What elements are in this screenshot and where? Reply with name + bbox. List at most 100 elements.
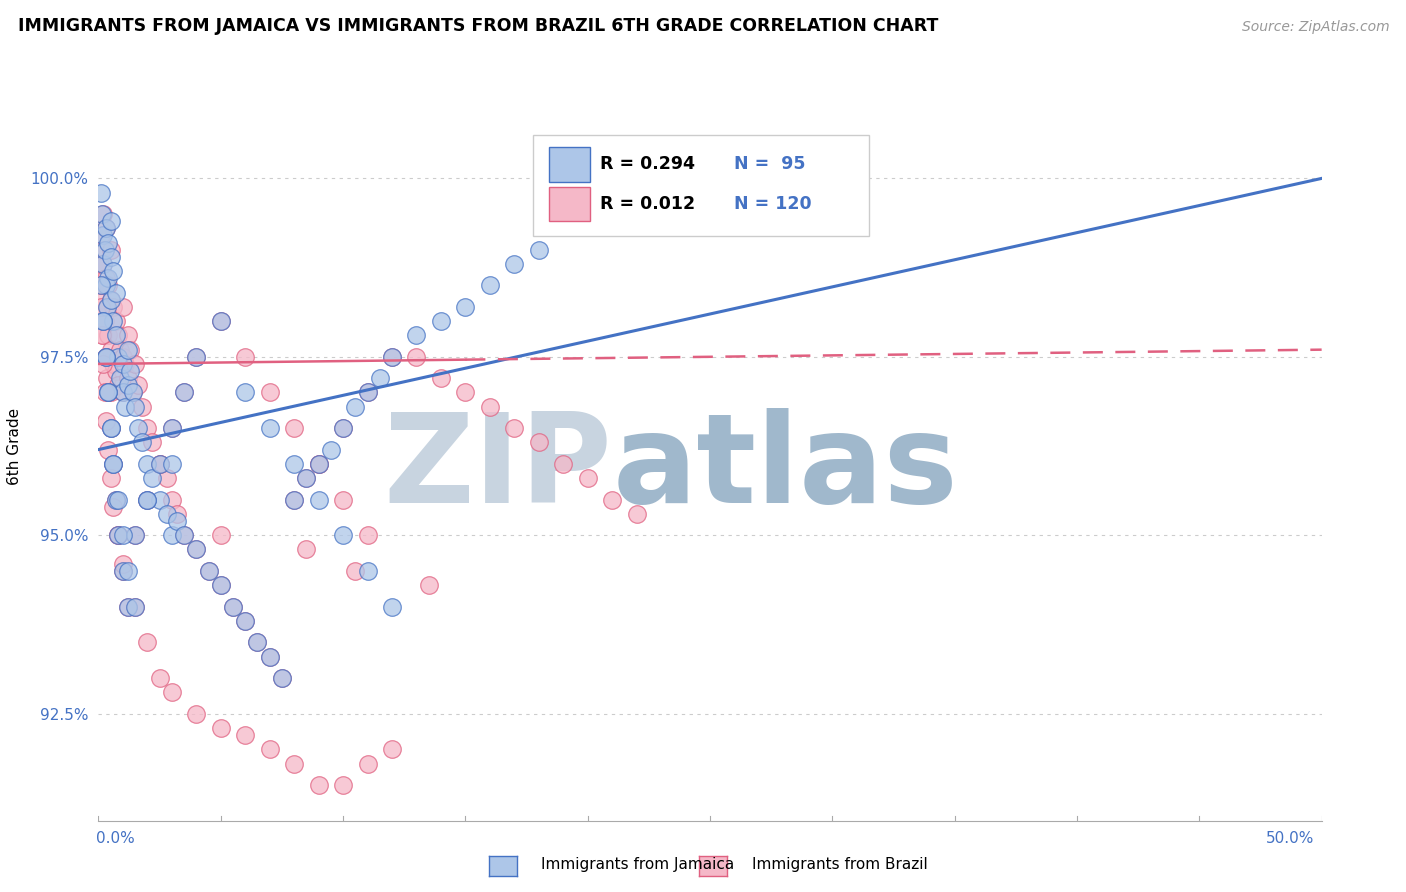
Point (101, 457, 124, 471)
Point (332, 421, 354, 435)
Point (405, 328, 427, 343)
Point (381, 350, 404, 364)
Point (149, 671, 172, 685)
Point (430, 371, 453, 385)
Point (283, 421, 305, 435)
Point (141, 435, 163, 450)
Point (332, 778, 354, 792)
Point (91, 243, 114, 257)
Text: Immigrants from Brazil: Immigrants from Brazil (752, 857, 928, 871)
Point (100, 293, 122, 307)
Point (107, 328, 129, 343)
Point (111, 385, 134, 400)
FancyBboxPatch shape (533, 135, 869, 236)
Point (97, 442, 120, 457)
Point (246, 635, 269, 649)
Point (110, 343, 132, 357)
Point (381, 742, 404, 756)
Point (93, 385, 115, 400)
Point (111, 385, 134, 400)
Point (94, 350, 117, 364)
Point (91, 357, 114, 371)
Point (94, 350, 117, 364)
Text: 50.0%: 50.0% (1267, 831, 1315, 846)
Point (94, 221, 117, 235)
Point (104, 328, 127, 343)
Point (160, 421, 183, 435)
Point (110, 371, 132, 385)
Point (478, 278, 501, 293)
Point (430, 314, 453, 328)
Point (111, 357, 134, 371)
Point (222, 599, 245, 614)
Point (270, 671, 294, 685)
Point (160, 685, 183, 699)
Point (93, 243, 115, 257)
Point (576, 207, 599, 221)
Text: R = 0.012: R = 0.012 (600, 195, 695, 213)
Point (90, 186, 112, 200)
Point (91, 257, 114, 271)
Point (91, 314, 114, 328)
Point (127, 421, 149, 435)
Point (124, 528, 146, 542)
Point (100, 293, 122, 307)
Point (101, 357, 124, 371)
Point (308, 457, 330, 471)
Point (90, 228, 112, 243)
Point (117, 328, 139, 343)
Point (332, 421, 354, 435)
Point (405, 350, 427, 364)
Point (124, 400, 146, 414)
Point (90, 300, 112, 314)
Point (121, 385, 143, 400)
Point (101, 457, 124, 471)
Point (527, 243, 550, 257)
Point (96, 371, 118, 385)
Point (94, 350, 117, 364)
Point (283, 756, 305, 771)
Point (117, 564, 139, 578)
Point (233, 350, 256, 364)
Point (101, 314, 124, 328)
Point (124, 599, 146, 614)
Point (117, 599, 139, 614)
Point (308, 457, 330, 471)
Point (356, 756, 378, 771)
Point (97, 278, 120, 293)
Point (136, 492, 159, 507)
Point (131, 400, 153, 414)
Point (209, 314, 232, 328)
Point (149, 457, 172, 471)
Point (173, 385, 195, 400)
Point (332, 528, 354, 542)
Point (100, 343, 122, 357)
Point (295, 542, 318, 557)
Point (308, 492, 330, 507)
Point (100, 421, 122, 435)
Point (107, 492, 129, 507)
Point (418, 578, 440, 592)
Point (478, 400, 501, 414)
Point (527, 435, 550, 450)
Point (160, 528, 183, 542)
Point (111, 564, 134, 578)
Point (104, 285, 127, 300)
Point (173, 528, 195, 542)
Point (149, 457, 172, 471)
Point (233, 614, 256, 628)
Point (173, 528, 195, 542)
Point (97, 385, 120, 400)
Point (503, 257, 526, 271)
Point (131, 435, 153, 450)
Point (100, 250, 122, 264)
Point (100, 421, 122, 435)
Point (111, 564, 134, 578)
Point (104, 492, 127, 507)
Point (259, 742, 281, 756)
Point (121, 385, 143, 400)
Point (283, 492, 305, 507)
Point (90, 278, 112, 293)
Point (166, 514, 188, 528)
Point (186, 542, 208, 557)
